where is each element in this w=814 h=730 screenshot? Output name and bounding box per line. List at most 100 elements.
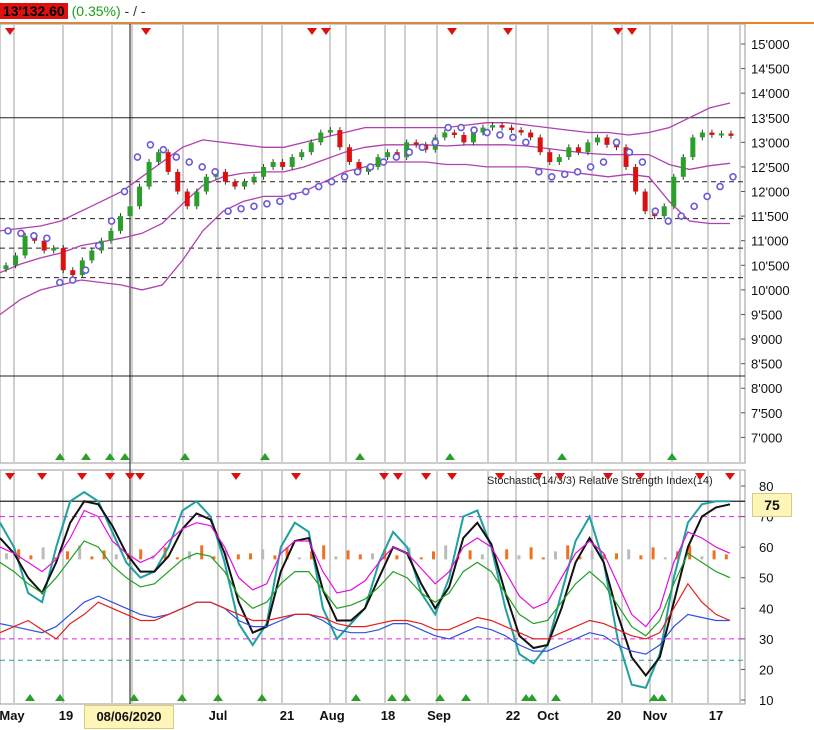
sell-signal-marker	[141, 28, 151, 35]
candle-body	[232, 181, 238, 187]
psar-dot	[716, 182, 724, 191]
psar-dot	[547, 172, 556, 181]
macd-histogram-bar	[41, 547, 45, 560]
macd-histogram-bar	[724, 554, 728, 560]
macd-histogram-bar	[371, 553, 374, 560]
price-y-tick-label: 11'000	[751, 234, 789, 249]
psar-dot	[211, 168, 219, 176]
buy-signal-marker	[557, 453, 567, 460]
crosshair-date-label: 08/06/2020	[84, 705, 174, 729]
candle-body	[499, 125, 505, 128]
price-y-tick-label: 8'000	[751, 381, 782, 396]
candle-body	[442, 132, 448, 138]
indicator-buy-marker	[55, 694, 65, 701]
psar-dot	[327, 177, 336, 186]
psar-dot	[535, 168, 543, 176]
candle-body	[547, 152, 553, 163]
psar-dot	[560, 170, 569, 179]
indicator-sell-marker	[105, 473, 115, 480]
bollinger-lower-band	[0, 161, 730, 316]
blue-indicator-line	[0, 595, 730, 655]
candle-body	[556, 157, 562, 163]
indicator-y-tick-label: 40	[759, 601, 773, 616]
psar-dot	[237, 204, 245, 213]
indicator-buy-marker	[435, 694, 445, 701]
price-change: (0.35%)	[71, 3, 121, 19]
candle-body	[117, 216, 123, 231]
stochastic-value-marker: 75	[752, 493, 792, 517]
indicator-buy-marker	[387, 694, 397, 701]
macd-histogram-bar	[602, 554, 606, 560]
candle-body	[575, 147, 581, 153]
macd-histogram-bar	[578, 556, 582, 560]
indicator-sell-marker	[635, 473, 645, 480]
bollinger-middle-band	[0, 144, 731, 274]
indicator-sell-marker	[77, 473, 87, 480]
indicator-buy-marker	[401, 694, 411, 701]
macd-histogram-bar	[346, 550, 350, 560]
candle-body	[728, 133, 734, 136]
price-y-tick-label: 12'500	[751, 160, 790, 175]
candle-body	[251, 176, 257, 182]
macd-histogram-bar	[139, 549, 143, 560]
candle-body	[60, 248, 66, 271]
macd-histogram-bar	[200, 545, 204, 560]
candle-body	[318, 132, 324, 143]
indicator-sell-marker	[291, 473, 301, 480]
psar-dot	[81, 266, 90, 275]
indicator-y-tick-label: 80	[759, 479, 773, 494]
psar-dot	[509, 133, 517, 142]
indicator-buy-marker	[527, 694, 537, 701]
macd-histogram-bar	[224, 550, 228, 560]
indicator-sell-marker	[5, 473, 15, 480]
macd-histogram-bar	[712, 550, 716, 560]
indicator-sell-marker	[447, 473, 457, 480]
x-axis-label: Aug	[319, 708, 344, 723]
psar-dot	[107, 217, 116, 225]
psar-dot	[366, 163, 375, 171]
green-indicator-line	[0, 540, 731, 637]
psar-dot	[470, 126, 478, 134]
macd-histogram-bar	[29, 555, 33, 560]
macd-histogram-bar	[273, 555, 277, 560]
psar-dot	[392, 153, 401, 161]
sell-signal-marker	[613, 28, 623, 35]
candle-body	[175, 171, 181, 192]
indicator-buy-marker	[213, 694, 223, 701]
psar-dot	[573, 168, 582, 176]
price-y-tick-label: 7'500	[751, 406, 782, 421]
price-y-tick-label: 15'000	[751, 37, 790, 52]
psar-dot	[496, 131, 504, 139]
indicator-buy-marker	[351, 694, 361, 701]
psar-dot	[133, 153, 142, 161]
macd-histogram-bar	[285, 547, 289, 560]
psar-dot	[43, 234, 51, 243]
candle-body	[413, 142, 419, 145]
indicator-y-tick-label: 50	[759, 571, 773, 586]
candle-body	[70, 270, 76, 276]
candle-body	[385, 152, 391, 158]
x-axis-label: Oct	[537, 708, 559, 723]
macd-histogram-bar	[236, 554, 240, 560]
price-y-tick-label: 10'500	[751, 258, 790, 273]
candle-body	[537, 137, 543, 153]
macd-histogram-bar	[480, 554, 484, 560]
candle-body	[661, 206, 667, 217]
macd-histogram-bar	[66, 551, 69, 560]
psar-dot	[4, 227, 12, 235]
buy-signal-marker	[55, 453, 65, 460]
candle-body	[222, 171, 228, 182]
psar-dot	[353, 168, 362, 176]
psar-dot	[55, 278, 64, 287]
indicator-buy-marker	[649, 694, 659, 701]
psar-dot	[301, 187, 310, 196]
candle-body	[137, 186, 143, 207]
price-y-tick-label: 12'000	[751, 185, 790, 200]
candle-body	[509, 127, 515, 131]
buy-signal-marker	[180, 453, 190, 460]
candle-body	[241, 181, 247, 187]
psar-dot	[599, 158, 608, 166]
psar-dot	[703, 192, 711, 201]
price-header: 13'132.60 (0.35%) - / -	[0, 0, 814, 22]
